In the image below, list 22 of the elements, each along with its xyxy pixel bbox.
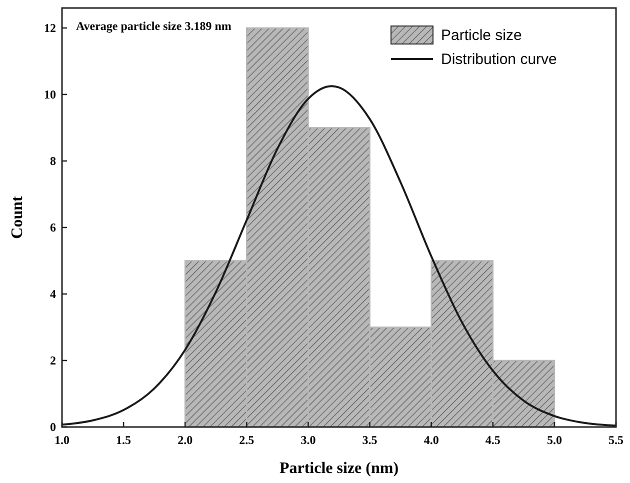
- x-tick-label: 5.0: [546, 433, 562, 447]
- y-tick-label: 4: [50, 286, 56, 301]
- legend-label: Particle size: [441, 27, 522, 44]
- y-tick-label: 12: [44, 20, 56, 35]
- y-tick-label: 0: [50, 420, 56, 434]
- legend-label: Distribution curve: [441, 51, 557, 68]
- x-tick-label: 1.0: [54, 433, 70, 447]
- x-tick-label: 3.5: [362, 433, 378, 447]
- y-tick-label: 2: [50, 353, 56, 368]
- annotation: Average particle size 3.189 nm: [76, 19, 232, 33]
- y-tick-label: 8: [50, 154, 56, 168]
- x-tick-label: 2.5: [239, 433, 254, 447]
- x-tick-label: 4.0: [424, 433, 439, 447]
- x-tick-label: 5.5: [608, 433, 624, 447]
- y-tick-label: 6: [50, 220, 56, 234]
- y-axis-title: Count: [9, 195, 26, 239]
- x-axis-title: Particle size (nm): [279, 460, 399, 477]
- x-tick-label: 2.0: [178, 433, 193, 447]
- y-tick-label: 10: [44, 87, 56, 102]
- x-tick-label: 3.0: [300, 433, 316, 447]
- x-tick-label: 1.5: [116, 433, 132, 447]
- x-tick-label: 4.5: [485, 433, 500, 447]
